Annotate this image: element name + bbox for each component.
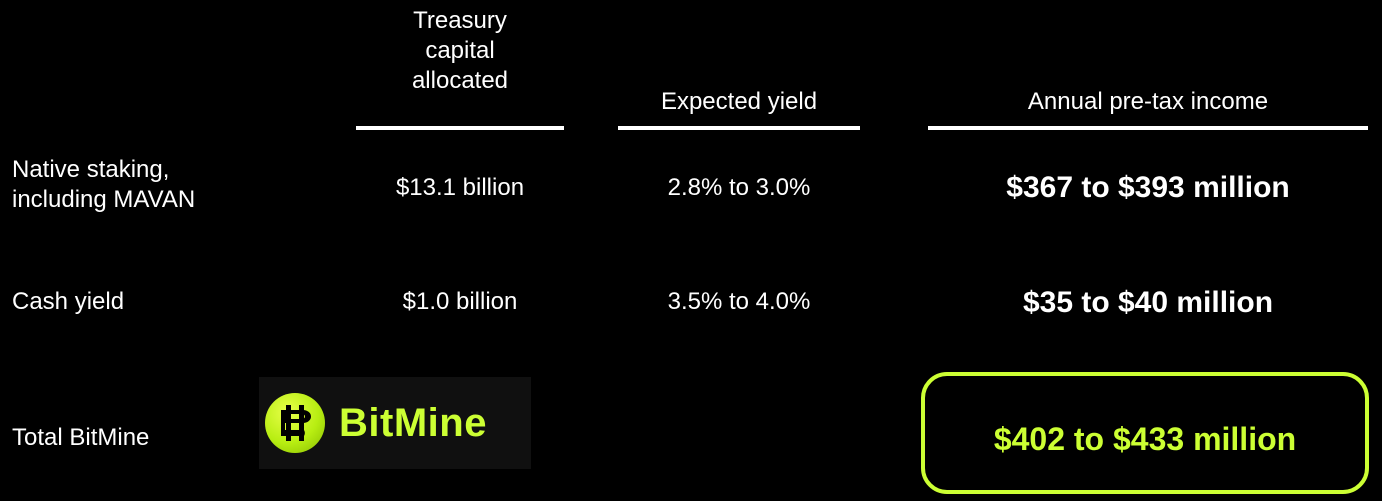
header-expected-yield: Expected yield (660, 88, 818, 115)
row-label-native-staking-line2: including MAVAN (12, 186, 196, 213)
row-label-total: Total BitMine (12, 424, 150, 451)
header-annual-income: Annual pre-tax income (1027, 88, 1269, 115)
header-treasury-line2: capital (425, 37, 495, 64)
header-divider-yield (618, 126, 860, 130)
native-staking-capital: $13.1 billion (395, 174, 525, 201)
native-staking-yield: 2.8% to 3.0% (667, 174, 811, 201)
bitmine-b-glyph (281, 405, 311, 441)
total-highlight-box (921, 372, 1369, 494)
header-treasury-capital: Treasury capital allocated (356, 6, 564, 96)
row-label-native-staking: Native staking, including MAVAN (12, 155, 195, 215)
cash-yield-yield: 3.5% to 4.0% (667, 288, 811, 315)
bitmine-b-icon (265, 393, 325, 453)
native-staking-income: $367 to $393 million (1006, 171, 1290, 204)
row-label-cash-yield: Cash yield (12, 288, 125, 315)
header-divider-income (928, 126, 1368, 130)
header-treasury-line1: Treasury (413, 7, 507, 34)
total-income: $402 to $433 million (993, 421, 1297, 457)
header-divider-treasury (356, 126, 564, 130)
header-treasury-line3: allocated (411, 67, 509, 94)
bitmine-logo-text: BitMine (339, 400, 487, 445)
cash-yield-capital: $1.0 billion (402, 288, 518, 315)
cash-yield-income: $35 to $40 million (1022, 286, 1274, 319)
bitmine-logo: BitMine (259, 377, 531, 469)
row-label-native-staking-line1: Native staking, (12, 156, 170, 183)
